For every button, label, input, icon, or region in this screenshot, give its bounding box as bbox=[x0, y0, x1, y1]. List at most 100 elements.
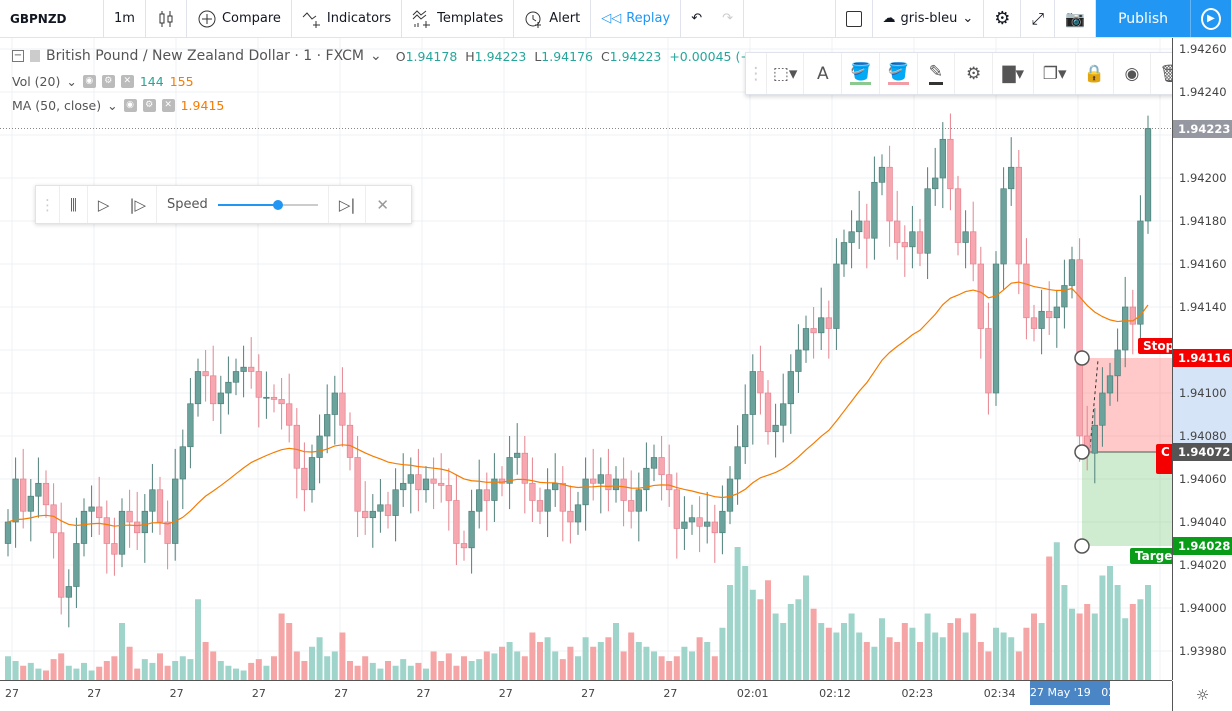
volume-bar bbox=[742, 566, 749, 680]
candle-body bbox=[422, 478, 430, 491]
replay-button[interactable]: ◁◁ Replay bbox=[591, 0, 682, 37]
candle-body bbox=[430, 478, 437, 484]
volume-bar bbox=[993, 627, 999, 680]
jump-to-realtime-button[interactable]: ▷| bbox=[329, 186, 367, 223]
indicators-button[interactable]: Indicators bbox=[292, 0, 403, 37]
chevron-down-icon[interactable]: ⌄ bbox=[370, 48, 382, 64]
close-icon[interactable]: ✕ bbox=[120, 75, 134, 88]
position-range-highlight bbox=[1173, 358, 1232, 452]
volume-bar bbox=[248, 662, 255, 680]
time-tick: 27 bbox=[169, 687, 184, 700]
candle-body bbox=[612, 478, 620, 491]
price-tick: 1.94260 bbox=[1179, 42, 1227, 56]
clone-button[interactable]: ❐▾ bbox=[1034, 53, 1076, 94]
speed-label: Speed bbox=[167, 197, 208, 212]
lock-button[interactable]: 🔒 bbox=[1076, 53, 1114, 94]
close-icon: ✕ bbox=[376, 195, 389, 214]
play-button[interactable]: ▶ bbox=[1190, 0, 1232, 37]
speed-slider[interactable] bbox=[217, 199, 318, 210]
time-tick: 27 bbox=[663, 687, 678, 700]
gear-icon[interactable]: ⚙ bbox=[101, 75, 115, 88]
candle-body bbox=[856, 220, 863, 233]
volume-bar bbox=[985, 651, 992, 680]
volume-bar bbox=[1038, 623, 1045, 680]
flag-icon bbox=[30, 50, 40, 62]
visibility-intervals-button[interactable]: ▇▾ bbox=[993, 53, 1035, 94]
templates-button[interactable]: Templates bbox=[402, 0, 515, 37]
snapshot-button[interactable]: 📷 bbox=[1055, 0, 1097, 37]
top-toolbar: GBPNZD 1m Compare Indicators Templates A… bbox=[0, 0, 1232, 38]
candle-body bbox=[217, 392, 224, 405]
drag-handle-icon[interactable]: ⋮ bbox=[36, 186, 60, 223]
candle-body bbox=[711, 521, 718, 534]
symbol-search-button[interactable]: GBPNZD bbox=[0, 0, 104, 37]
candle-body bbox=[544, 489, 551, 512]
fill-color-profit-button[interactable]: 🪣 bbox=[842, 53, 880, 94]
position-handle bbox=[1074, 350, 1090, 366]
eye-icon[interactable]: ◉ bbox=[123, 99, 137, 112]
candle-body bbox=[80, 510, 88, 544]
fullscreen-button[interactable]: ⤢ bbox=[1021, 0, 1056, 37]
interval-button[interactable]: 1m bbox=[104, 0, 146, 37]
volume-bar bbox=[1000, 632, 1007, 680]
collapse-icon[interactable]: − bbox=[12, 50, 24, 62]
select-bar-button[interactable]: ⫼ bbox=[60, 186, 88, 223]
text-button[interactable]: A bbox=[804, 53, 843, 94]
template-button[interactable]: ⬚▾ bbox=[767, 53, 805, 94]
candle-body bbox=[103, 517, 110, 544]
ma-label[interactable]: MA (50, close) bbox=[12, 98, 102, 113]
redo-button[interactable]: ↷ bbox=[712, 0, 744, 37]
volume-bar bbox=[590, 646, 597, 680]
layout-select[interactable]: ☁ gris-bleu ⌄ bbox=[873, 0, 985, 37]
candle-body bbox=[780, 403, 787, 426]
candle-body bbox=[787, 371, 794, 405]
volume-bar bbox=[810, 608, 817, 680]
candle-body bbox=[339, 392, 346, 426]
candle-body bbox=[308, 457, 316, 491]
settings-button[interactable]: ⚙ bbox=[955, 53, 993, 94]
drag-handle-icon[interactable]: ⋮ bbox=[746, 53, 767, 94]
time-axis[interactable]: 27 27 27 27 27 27 27 27 27 02:01 02:12 02:23 02:34 2… bbox=[0, 680, 1209, 711]
volume-bar bbox=[537, 642, 543, 680]
chevron-down-icon[interactable]: ⌄ bbox=[107, 98, 118, 113]
volume-bar bbox=[506, 642, 513, 680]
candle-body bbox=[293, 424, 300, 469]
alert-button[interactable]: Alert bbox=[514, 0, 592, 37]
eye-icon[interactable]: ◉ bbox=[82, 75, 96, 88]
chart-type-button[interactable] bbox=[146, 0, 187, 37]
chart-pane[interactable]: − British Pound / New Zealand Dollar · 1… bbox=[0, 38, 1172, 680]
hide-button[interactable]: ◉ bbox=[1114, 53, 1152, 94]
symbol-title[interactable]: British Pound / New Zealand Dollar · 1 ·… bbox=[46, 48, 365, 64]
candle-body bbox=[825, 317, 832, 329]
volume-bar bbox=[894, 642, 901, 680]
play-button[interactable]: ▷ bbox=[88, 186, 120, 223]
gear-icon[interactable]: ⚙ bbox=[142, 99, 156, 112]
candle-body bbox=[992, 263, 1000, 394]
stop-tag[interactable]: Stop bbox=[1138, 338, 1172, 354]
entry-tag[interactable]: C bbox=[1156, 444, 1172, 474]
axis-settings-button[interactable]: ☼ bbox=[1172, 681, 1232, 711]
chart-canvas[interactable] bbox=[0, 38, 1172, 680]
line-color-button[interactable]: ✎ bbox=[918, 53, 956, 94]
volume-bar bbox=[483, 651, 490, 680]
target-tag[interactable]: Target bbox=[1130, 548, 1172, 564]
price-tick: 1.94000 bbox=[1179, 601, 1227, 615]
step-forward-button[interactable]: |▷ bbox=[119, 186, 158, 223]
candle-body bbox=[301, 467, 308, 491]
price-axis[interactable]: 1.94260 1.94240 1.94200 1.94180 1.94160 1.941… bbox=[1172, 38, 1232, 680]
fullscreen-layout-button[interactable] bbox=[834, 0, 873, 37]
candle-body bbox=[985, 328, 992, 394]
volume-label[interactable]: Vol (20) bbox=[12, 74, 61, 89]
fill-color-loss-button[interactable]: 🪣 bbox=[880, 53, 918, 94]
settings-button[interactable]: ⚙ bbox=[984, 0, 1022, 37]
chevron-down-icon[interactable]: ⌄ bbox=[66, 74, 77, 89]
speed-slider-handle[interactable] bbox=[272, 199, 283, 210]
candle-body bbox=[232, 371, 240, 383]
compare-button[interactable]: Compare bbox=[187, 0, 292, 37]
close-icon[interactable]: ✕ bbox=[161, 99, 175, 112]
candle-body bbox=[818, 317, 825, 334]
close-replay-button[interactable]: ✕ bbox=[366, 186, 399, 223]
publish-button[interactable]: Publish bbox=[1096, 0, 1190, 37]
undo-button[interactable]: ↶ bbox=[681, 0, 712, 37]
price-tick: 1.94040 bbox=[1179, 515, 1227, 529]
